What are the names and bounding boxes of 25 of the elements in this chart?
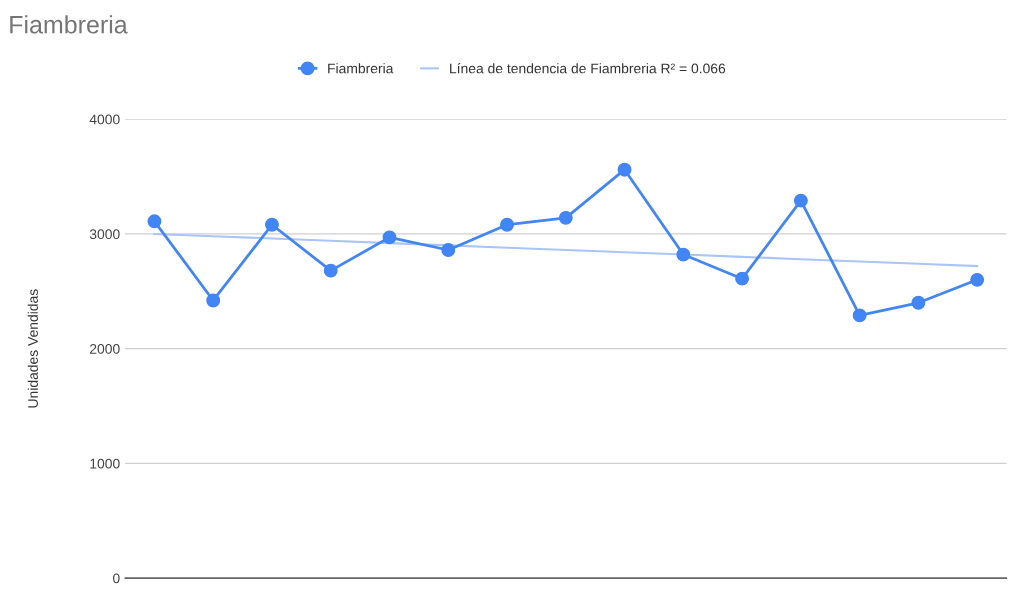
point: [735, 271, 750, 286]
point: [500, 217, 514, 232]
point: [323, 263, 338, 278]
y-tick-label: 1000: [90, 458, 120, 469]
y-tick-label: 0: [113, 573, 120, 584]
point: [676, 247, 691, 262]
chart-title: Fiambreria: [10, 15, 128, 34]
point: [558, 210, 573, 225]
point: [265, 217, 279, 232]
point: [382, 230, 397, 245]
y-tick-label: 4000: [89, 114, 120, 125]
point: [970, 272, 985, 287]
point: [206, 293, 221, 308]
legend-label: Línea de tendencia de Fiambreria R² = 0.066: [450, 63, 726, 74]
point: [441, 243, 456, 257]
y-tick-label: 2000: [89, 343, 120, 354]
point: [911, 295, 926, 310]
y-axis-title: Unidades Vendidas: [27, 289, 38, 408]
point: [793, 193, 808, 208]
point: [147, 214, 162, 229]
point: [852, 308, 867, 323]
line-series: [153, 232, 979, 268]
point: [617, 162, 632, 177]
legend-label: Fiambreria: [328, 63, 394, 74]
y-tick-label: 3000: [89, 229, 120, 240]
